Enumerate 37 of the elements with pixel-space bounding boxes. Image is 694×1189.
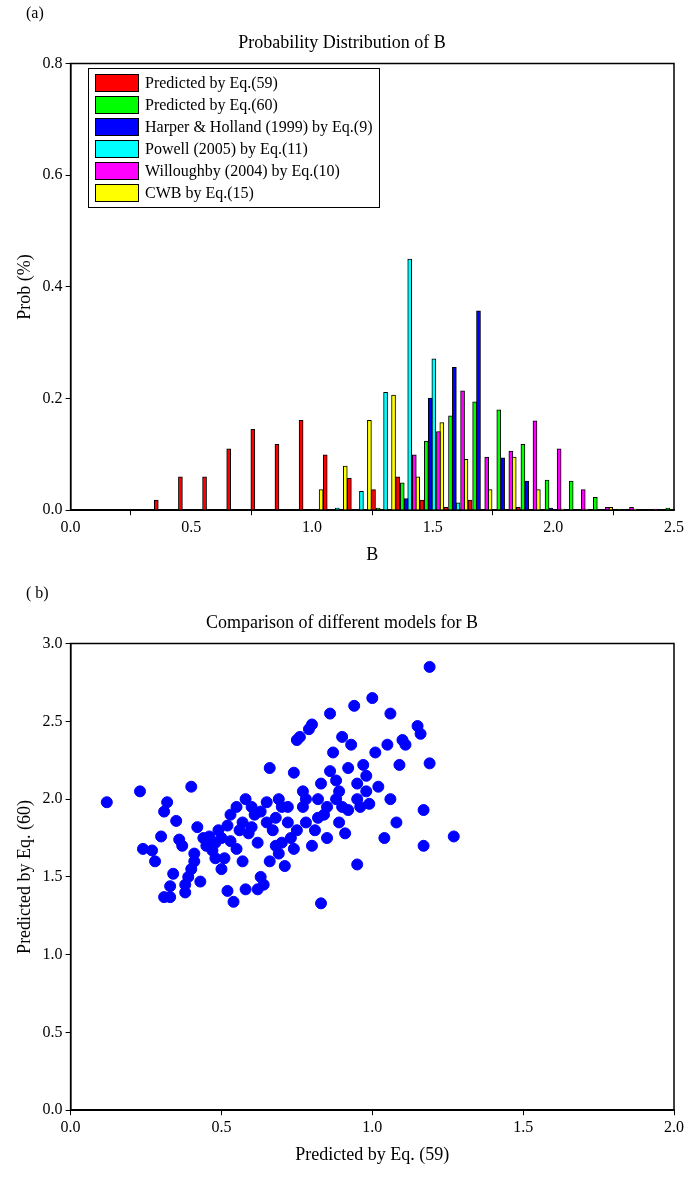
x-tick-label: 2.0 [664, 1118, 684, 1135]
y-tick-label: 2.5 [42, 711, 63, 729]
legend-label: Predicted by Eq.(60) [145, 96, 278, 114]
chart-title: Comparison of different models for B [205, 611, 479, 632]
legend-label: CWB by Eq.(15) [145, 184, 254, 202]
x-tick-label: 1.5 [513, 1118, 534, 1135]
x-tick-label: 0.0 [60, 518, 81, 535]
legend-label: Harper & Holland (1999) by Eq.(9) [145, 118, 373, 136]
y-tick-label: 0.2 [42, 388, 63, 406]
y-tick-label: 0.8 [42, 53, 63, 71]
legend-label: Willoughby (2004) by Eq.(10) [145, 162, 340, 180]
y-tick-label: 0.0 [42, 500, 63, 518]
x-axis-title: Predicted by Eq. (59) [295, 1143, 450, 1165]
x-tick-label: 0.0 [60, 1118, 81, 1135]
x-tick-label: 1.0 [301, 518, 322, 535]
y-tick-label: 1.0 [42, 944, 63, 962]
x-tick-label: 0.5 [211, 1118, 232, 1135]
x-axis-title: B [366, 543, 379, 564]
x-tick-label: 1.0 [362, 1118, 383, 1135]
chart-title: Probability Distribution of B [238, 31, 446, 52]
y-tick-label: 0.5 [42, 1022, 63, 1040]
x-tick-label: 2.0 [543, 518, 564, 535]
x-tick-label: 2.5 [664, 518, 684, 535]
y-tick-label: 1.5 [42, 867, 63, 885]
y-tick-label: 0.4 [42, 277, 63, 295]
y-tick-label: 2.0 [42, 789, 63, 807]
x-tick-label: 1.5 [422, 518, 443, 535]
y-tick-label: 0.6 [42, 165, 63, 183]
legend-label: Predicted by Eq.(59) [145, 74, 278, 92]
y-axis-title: Prob (%) [13, 254, 35, 320]
text: ( b) [26, 584, 49, 602]
x-tick-label: 0.5 [181, 518, 202, 535]
y-tick-label: 3.0 [42, 633, 63, 651]
y-tick-label: 0.0 [42, 1100, 63, 1118]
y-axis-title: Predicted by Eq. (60) [13, 799, 35, 954]
text: (a) [26, 4, 44, 22]
legend-label: Powell (2005) by Eq.(11) [145, 140, 308, 158]
